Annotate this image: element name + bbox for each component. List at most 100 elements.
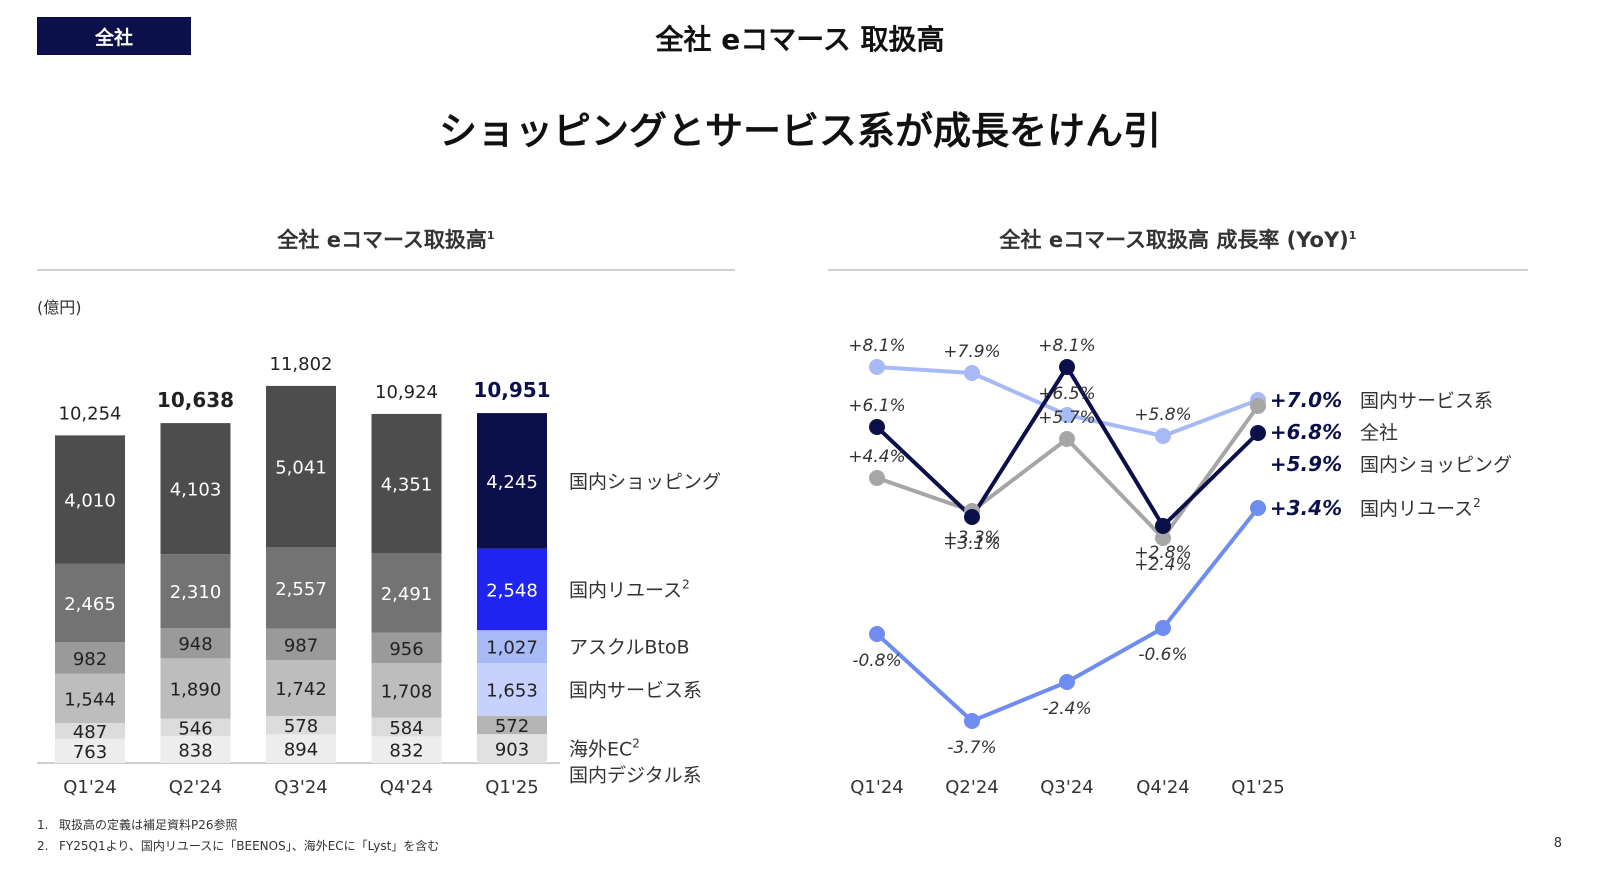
line-series-legend-label: 国内サービス系 <box>1360 390 1493 412</box>
bar-segment-label: 2,548 <box>486 580 538 601</box>
bar-segment <box>55 723 125 739</box>
series-point <box>964 509 980 525</box>
bar-total-label: 11,802 <box>270 354 333 375</box>
bar-segment <box>266 660 336 716</box>
series-point <box>869 419 885 435</box>
right-panel-title: 全社 eコマース取扱高 成長率 (YoY)1 <box>828 224 1528 254</box>
bar-total-label: 10,924 <box>375 382 438 403</box>
bar-segment <box>477 663 547 716</box>
bar-segment <box>55 642 125 674</box>
point-value-label: +5.8% <box>1134 405 1191 425</box>
point-value-label: +6.1% <box>848 396 905 416</box>
line-series-legend-label: 国内ショッピング <box>1360 454 1512 476</box>
bar-segment <box>266 385 336 548</box>
series-point <box>964 365 980 381</box>
bar-segment <box>160 736 231 763</box>
series-latest-value: +6.8% <box>1270 420 1342 444</box>
bar-segment-label: 4,103 <box>170 480 222 501</box>
point-value-label: +5.7% <box>1038 408 1095 428</box>
bar-segment <box>371 663 442 718</box>
company-badge: 全社 <box>37 17 191 55</box>
bar-segment-label: 838 <box>178 741 212 762</box>
bar-segment <box>160 658 231 719</box>
bar-segment <box>477 734 547 763</box>
bar-segment <box>266 547 336 629</box>
bar-segment-label: 4,351 <box>381 474 433 495</box>
bar-series-legend-label: 国内デジタル系 <box>569 765 702 787</box>
series-point <box>1059 431 1075 447</box>
bar-segment <box>55 738 125 763</box>
point-value-label: -0.6% <box>1138 645 1187 665</box>
left-panel-divider <box>37 269 735 271</box>
series-point <box>1155 620 1171 636</box>
line-series-legend-label: 国内リユース2 <box>1360 496 1481 520</box>
bar-segment-label: 956 <box>389 639 423 660</box>
x-tick-label: Q3'24 <box>1040 777 1093 798</box>
series-point <box>964 713 980 729</box>
x-tick-label: Q1'25 <box>485 777 538 798</box>
point-value-label: +2.4% <box>1134 555 1191 575</box>
bar-series-legend-label: 国内サービス系 <box>569 679 702 701</box>
series-point <box>1155 428 1171 444</box>
point-value-label: +7.9% <box>943 342 1000 362</box>
x-tick-label: Q1'24 <box>63 777 116 798</box>
bar-segment-label: 763 <box>73 742 107 763</box>
point-value-label: +2.8% <box>1134 543 1191 563</box>
bar-segment <box>266 628 336 661</box>
series-point <box>869 626 885 642</box>
bar-total-label: 10,951 <box>473 378 550 402</box>
bar-segment <box>477 715 547 735</box>
series-point <box>1250 500 1266 516</box>
x-tick-label: Q1'25 <box>1231 777 1284 798</box>
bar-total-label: 10,254 <box>59 403 122 424</box>
point-value-label: +3.3% <box>943 528 1000 548</box>
bar-segment-label: 546 <box>178 718 212 739</box>
point-value-label: +4.4% <box>848 447 905 467</box>
footnote-text: FY25Q1より、国内リユースに「BEENOS」、海外ECに「Lyst」を含む <box>59 839 440 853</box>
left-panel-title-text: 全社 eコマース取扱高 <box>277 228 487 252</box>
bar-segment-label: 987 <box>284 636 318 657</box>
bar-segment-label: 982 <box>73 649 107 670</box>
right-panel-title-text: 全社 eコマース取扱高 成長率 (YoY) <box>999 228 1349 252</box>
series-point <box>1059 359 1075 375</box>
point-value-label: +3.1% <box>943 534 1000 554</box>
bar-segment <box>55 673 125 724</box>
point-value-label: +8.1% <box>848 336 905 356</box>
bar-segment <box>160 554 231 629</box>
bar-segment-label: 832 <box>389 741 423 762</box>
bar-segment-label: 894 <box>284 740 318 761</box>
point-value-label: -3.7% <box>947 738 996 758</box>
bar-segment <box>55 563 125 643</box>
bar-segment <box>160 423 231 555</box>
bar-series-legend-label: 国内リユース2 <box>569 577 690 601</box>
bar-segment-label: 1,890 <box>170 680 222 701</box>
series-point <box>1155 530 1171 546</box>
series-labels: +8.1% +7.9% +6.5% +5.8% +4.4% +3.3% +5.7% +2.4%… <box>848 336 1512 758</box>
bar-segment-label: 2,491 <box>381 584 433 605</box>
headline: ショッピングとサービス系が成長をけん引 <box>438 109 1161 153</box>
bar-segment-label: 572 <box>495 716 529 737</box>
slide-title: 全社 eコマース 取扱高 <box>655 23 945 56</box>
bar-series-legend-label: アスクルBtoB <box>569 637 690 659</box>
series-latest-value: +3.4% <box>1270 496 1342 520</box>
left-panel-title: 全社 eコマース取扱高1 <box>37 224 735 254</box>
bar-segment <box>266 715 336 735</box>
series-point <box>1059 674 1075 690</box>
bar-segment-label: 584 <box>389 718 423 739</box>
series-point <box>1059 407 1075 423</box>
left-panel-title-sup: 1 <box>486 229 495 242</box>
bar-series-legend-label: 国内ショッピング <box>569 471 721 493</box>
footnote-number: 1. <box>37 818 49 832</box>
right-panel-title-sup: 1 <box>1348 229 1357 242</box>
bar-segment-label: 1,742 <box>275 679 327 700</box>
bar-segment-label: 948 <box>178 634 212 655</box>
footnote-text: 取扱高の定義は補足資料P26参照 <box>59 818 238 832</box>
footnote-1: 1. 取扱高の定義は補足資料P26参照 <box>37 815 439 836</box>
line-series-legend-label: 全社 <box>1360 422 1398 444</box>
point-value-label: +6.5% <box>1038 384 1095 404</box>
bar-segment <box>266 734 336 763</box>
bar-total-label: 10,638 <box>157 388 234 412</box>
x-tick-label: Q2'24 <box>945 777 998 798</box>
